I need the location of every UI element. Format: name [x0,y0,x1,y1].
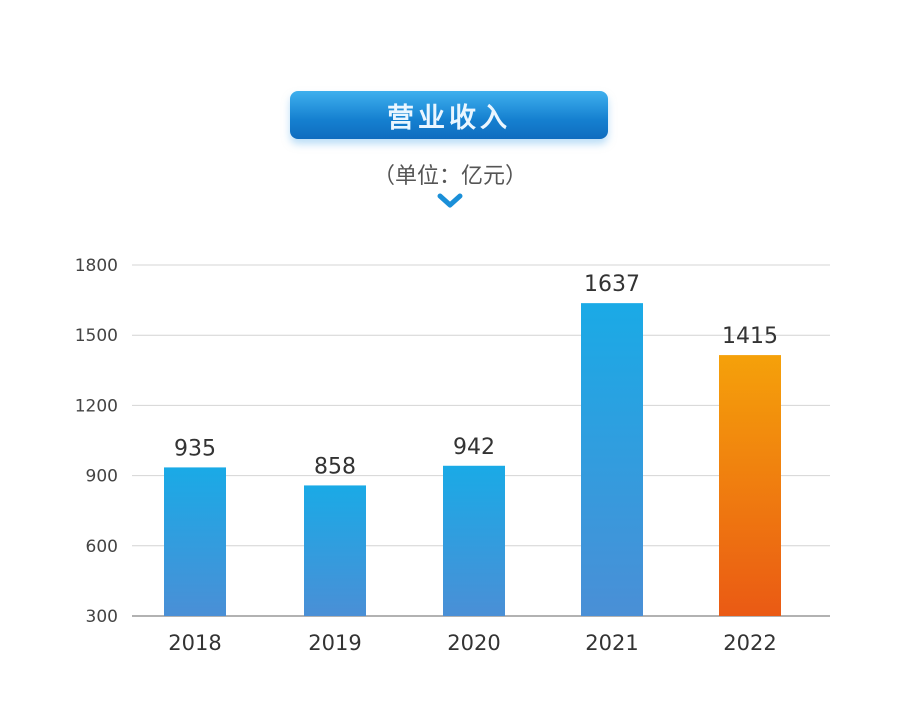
x-tick-label: 2019 [308,631,361,655]
data-label: 1415 [722,324,778,349]
bar-2021 [581,303,643,616]
x-tick-label: 2021 [585,631,638,655]
x-tick-label: 2022 [723,631,776,655]
chevron-down-icon [437,193,463,208]
bar-2018 [164,467,226,616]
data-label: 935 [174,436,216,461]
y-tick-label: 900 [86,467,118,487]
data-label: 1637 [584,272,640,297]
unit-subtitle: （单位：亿元） [372,164,527,189]
bar-2020 [443,465,505,616]
y-tick-label: 1500 [75,326,118,346]
y-tick-label: 600 [86,537,118,557]
x-tick-label: 2020 [447,631,500,655]
y-tick-label: 1800 [75,256,118,276]
bar-2022 [719,355,781,616]
data-label: 858 [314,454,356,479]
data-label: 942 [453,435,495,460]
x-tick-label: 2018 [168,631,221,655]
bar-2019 [304,485,366,616]
y-tick-label: 1200 [75,396,118,416]
chart-title: 营业收入 [290,91,608,139]
y-tick-label: 300 [86,607,118,627]
